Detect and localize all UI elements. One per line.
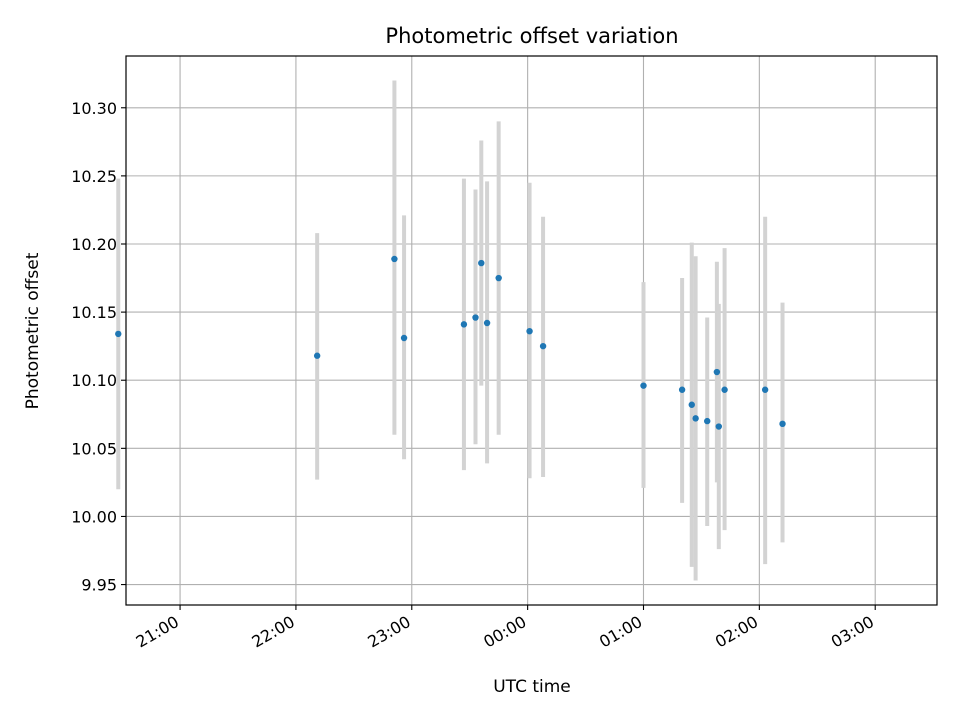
x-tick-label: 03:00 xyxy=(828,612,877,652)
y-tick-label: 10.30 xyxy=(71,99,117,118)
data-point xyxy=(313,352,321,359)
y-tick-label: 10.00 xyxy=(71,507,117,526)
chart-title: Photometric offset variation xyxy=(385,24,678,48)
data-points xyxy=(115,255,786,430)
data-point xyxy=(704,417,711,425)
data-point xyxy=(761,386,769,393)
data-point xyxy=(640,382,647,389)
error-bars xyxy=(116,80,785,581)
x-axis-label: UTC time xyxy=(493,677,571,697)
y-axis-label: Photometric offset xyxy=(23,252,43,409)
y-ticks: 9.95 10.00 10.05 10.10 10.15 10.20 10.25 10.30 xyxy=(71,99,126,595)
y-tick-label: 10.05 xyxy=(71,439,117,458)
y-tick-label: 9.95 xyxy=(81,576,117,595)
data-point xyxy=(115,330,122,338)
data-point xyxy=(539,342,547,350)
data-point xyxy=(400,334,408,342)
x-tick-label: 23:00 xyxy=(364,612,413,652)
y-tick-label: 10.20 xyxy=(71,235,117,254)
data-point xyxy=(779,420,786,428)
data-point xyxy=(692,415,699,422)
data-point xyxy=(391,255,398,263)
x-tick-label: 02:00 xyxy=(712,612,761,652)
data-point xyxy=(483,319,491,327)
x-tick-label: 21:00 xyxy=(133,612,182,652)
data-point xyxy=(715,423,723,430)
y-tick-label: 10.10 xyxy=(71,371,117,390)
x-tick-label: 22:00 xyxy=(248,612,297,652)
plot-frame xyxy=(125,55,938,606)
x-ticks: 21:00 22:00 23:00 00:00 01:00 02:00 03:00 xyxy=(133,605,877,652)
data-point xyxy=(713,368,721,376)
y-tick-label: 10.15 xyxy=(71,303,117,322)
data-point xyxy=(472,314,479,321)
data-point xyxy=(526,327,533,335)
x-tick-label: 00:00 xyxy=(480,612,529,652)
data-point xyxy=(460,321,468,328)
data-point xyxy=(721,386,728,393)
x-tick-label: 01:00 xyxy=(596,612,645,652)
data-point xyxy=(478,259,485,267)
data-point xyxy=(495,274,502,282)
data-point xyxy=(688,401,695,408)
data-point xyxy=(678,386,686,393)
y-tick-label: 10.25 xyxy=(71,167,117,186)
